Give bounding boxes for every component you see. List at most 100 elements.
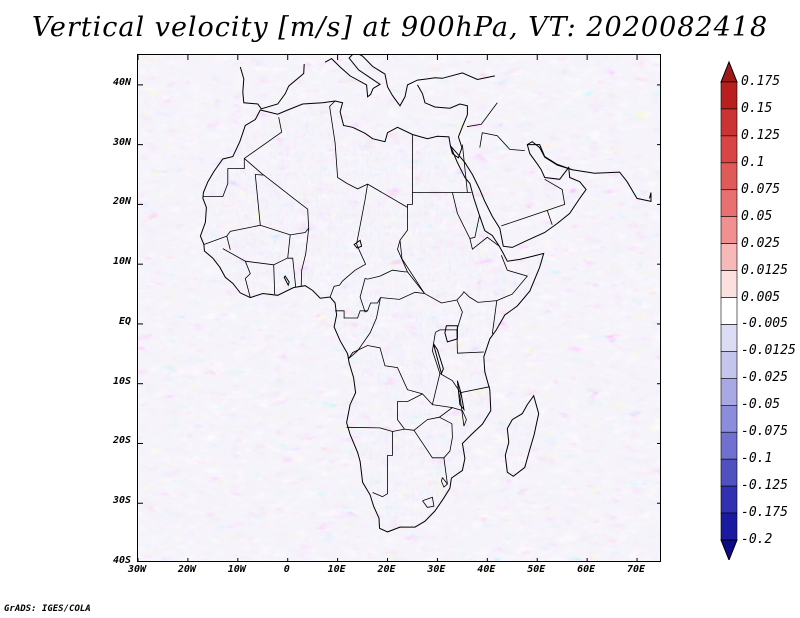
country-border [496,255,528,301]
lat-label: 40N [112,76,131,88]
lon-label: 70E [627,564,646,575]
country-border [372,455,388,498]
country-border [452,392,467,427]
coastlines-and-borders [199,55,652,533]
colorbar-segment [720,324,738,352]
colorbar-segment [720,458,738,487]
country-border [491,300,498,335]
colorbar-level-label: 0.005 [741,289,781,305]
colorbar-segment [720,351,738,379]
country-border [469,236,500,250]
country-border [407,192,413,208]
lat-label: 10N [112,256,131,268]
colorbar-segment [720,243,738,271]
lat-label: 20N [112,196,131,208]
lon-label: 10E [327,564,346,575]
colorbar-segment [720,270,738,298]
madagascar-coastline [504,394,540,477]
colorbar-segment [720,404,738,433]
country-border [397,393,423,430]
vertical-velocity-field [138,55,660,561]
lon-label: 60E [577,564,596,575]
lon-label: 20E [377,564,396,575]
country-border [387,431,393,456]
colorbar-level-label: -0.005 [741,316,788,332]
lat-label: 40S [112,555,131,566]
country-border [287,234,297,287]
chart-title: Vertical velocity [m/s] at 900hPa, VT: 2… [31,12,769,43]
lon-label: 20W [177,564,196,575]
colorbar-level-label: 0.025 [741,235,781,251]
colorbar-level-label: -0.1 [741,451,773,467]
colorbar-segment [720,431,738,460]
arabia-coastline [450,141,652,248]
lat-label: 10S [112,375,131,387]
colorbar-level-label: 0.05 [741,208,773,224]
colorbar [718,60,740,564]
country-border [203,235,231,250]
colorbar-level-label: 0.125 [741,127,781,143]
country-border [479,132,525,151]
country-border [329,184,368,298]
country-border [244,117,283,159]
colorbar-segment [720,485,738,514]
lon-label: 30E [427,564,446,575]
lon-label: 10W [227,564,246,575]
colorbar-top-arrow [720,60,738,83]
colorbar-level-label: -0.175 [741,505,788,521]
country-border [226,158,265,237]
colorbar-segment [720,135,738,164]
country-border [422,496,435,508]
colorbar-level-label: -0.2 [741,532,773,547]
country-border [348,345,441,406]
lon-label: 40E [477,564,496,575]
country-border [202,158,245,197]
colorbar-segment [720,378,738,406]
iberia-coastline [239,63,305,110]
colorbar-level-label: -0.05 [741,397,781,413]
country-border [439,416,453,459]
country-border [466,102,498,128]
colorbar-level-label: -0.0125 [741,343,796,359]
colorbar-level-label: 0.1 [741,154,765,170]
country-border [431,332,490,394]
lat-label: EQ [118,315,131,327]
lon-label: 30W [127,564,147,575]
colorbar-segment [720,189,738,218]
colorbar-level-label: 0.0125 [741,262,788,278]
country-border [347,297,381,360]
country-border [440,477,448,488]
colorbar-segment [720,512,738,541]
colorbar-level-label: 0.15 [741,100,773,116]
country-border [300,228,310,287]
colorbar-segment [720,108,738,137]
iran-coastline [527,144,573,171]
colorbar-level-label: -0.025 [741,370,788,386]
country-border [346,183,425,294]
sinai-coastline [449,136,463,159]
colorbar-graphic [720,60,738,562]
country-border [413,430,448,485]
lon-label: 0 [283,564,290,575]
lake-outline [353,239,363,249]
colorbar-level-label: 0.075 [741,181,781,197]
colorbar-level-label: 0.175 [741,74,781,89]
lake-outline [444,325,458,343]
colorbar-segment [720,81,738,110]
country-border [329,100,348,184]
balkans-coastline [359,55,495,107]
country-border [462,144,468,193]
colorbar-level-label: -0.075 [741,424,788,440]
lake-outline [283,275,290,287]
country-border [273,264,276,295]
credit-text: GrADS: IGES/COLA [4,604,91,614]
colorbar-level-label: -0.125 [741,478,788,494]
country-border [335,310,368,319]
country-border [260,174,310,236]
colorbar-segment [720,297,738,325]
turkey-coastline [417,84,468,138]
colorbar-segment [720,162,738,191]
country-border [244,261,251,298]
africa-coastline [199,100,545,533]
country-border [546,210,553,225]
